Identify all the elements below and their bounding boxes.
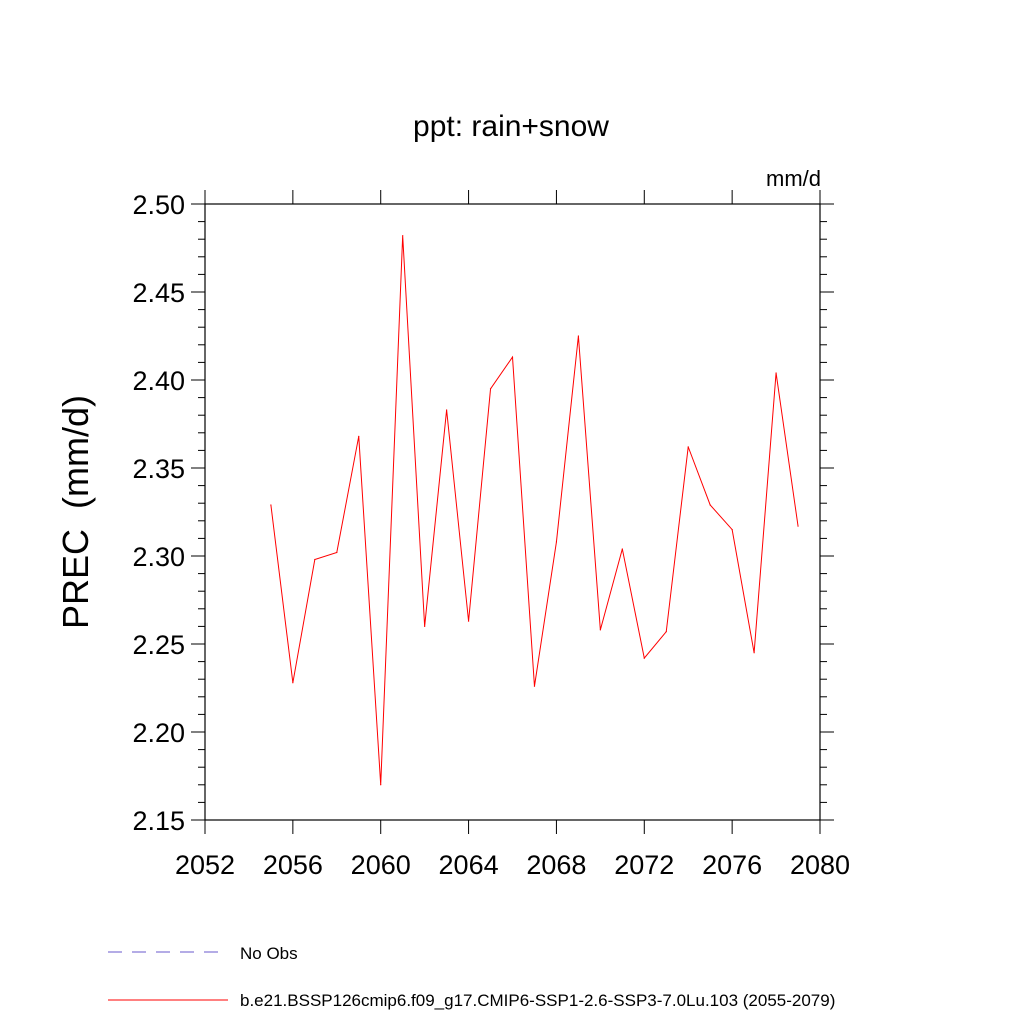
y-tick-label: 2.30: [132, 542, 185, 572]
legend-no-obs-label: No Obs: [240, 944, 298, 963]
data-point: [621, 548, 623, 550]
data-point: [709, 504, 711, 506]
data-point: [511, 356, 514, 358]
data-point: [577, 335, 579, 337]
data-point: [665, 631, 667, 633]
data-point: [358, 435, 360, 437]
x-tick-label: 2064: [439, 850, 499, 880]
x-tick-label: 2052: [175, 850, 235, 880]
x-tick-label: 2060: [351, 850, 411, 880]
data-point: [270, 504, 272, 506]
plot-frame: [204, 203, 821, 821]
x-tick-label: 2076: [702, 850, 762, 880]
data-point: [775, 372, 777, 374]
y-tick-label: 2.25: [132, 630, 185, 660]
y-axis-label: PREC (mm/d): [55, 395, 96, 629]
data-point: [797, 525, 799, 527]
x-tick-label: 2068: [526, 850, 586, 880]
series-line: [270, 235, 799, 785]
data-point: [555, 541, 558, 543]
legend-model-label: b.e21.BSSP126cmip6.f09_g17.CMIP6-SSP1-2.…: [240, 991, 835, 1010]
data-point: [336, 551, 338, 554]
data-point: [446, 409, 448, 411]
data-point: [599, 629, 601, 631]
data-point: [731, 529, 733, 531]
y-tick-label: 2.40: [132, 366, 185, 396]
y-tick-label: 2.50: [132, 190, 185, 220]
legend: No Obs b.e21.BSSP126cmip6.f09_g17.CMIP6-…: [108, 944, 835, 1010]
data-point: [489, 388, 492, 390]
data-point: [753, 652, 755, 654]
data-point: [687, 446, 689, 448]
tick-marks: [191, 190, 834, 834]
y-tick-labels: 2.15 2.20 2.25 2.30 2.35 2.40 2.45 2.50: [132, 190, 185, 836]
data-point: [467, 620, 470, 622]
x-tick-label: 2072: [614, 850, 674, 880]
x-tick-labels: 2052 2056 2060 2064 2068 2072 2076 2080: [175, 850, 850, 880]
chart-title: ppt: rain+snow: [413, 110, 609, 143]
y-tick-label: 2.45: [132, 278, 185, 308]
y-tick-label: 2.15: [132, 806, 185, 836]
units-label: mm/d: [766, 166, 821, 191]
data-point: [402, 235, 404, 237]
data-point: [424, 625, 426, 628]
x-tick-label: 2080: [790, 850, 850, 880]
data-point: [292, 682, 294, 684]
data-point: [314, 558, 316, 561]
data-point: [380, 784, 382, 786]
data-point: [643, 657, 645, 659]
y-tick-label: 2.20: [132, 718, 185, 748]
x-tick-label: 2056: [263, 850, 323, 880]
y-tick-label: 2.35: [132, 454, 185, 484]
data-series: [270, 235, 799, 786]
data-point: [533, 685, 536, 687]
